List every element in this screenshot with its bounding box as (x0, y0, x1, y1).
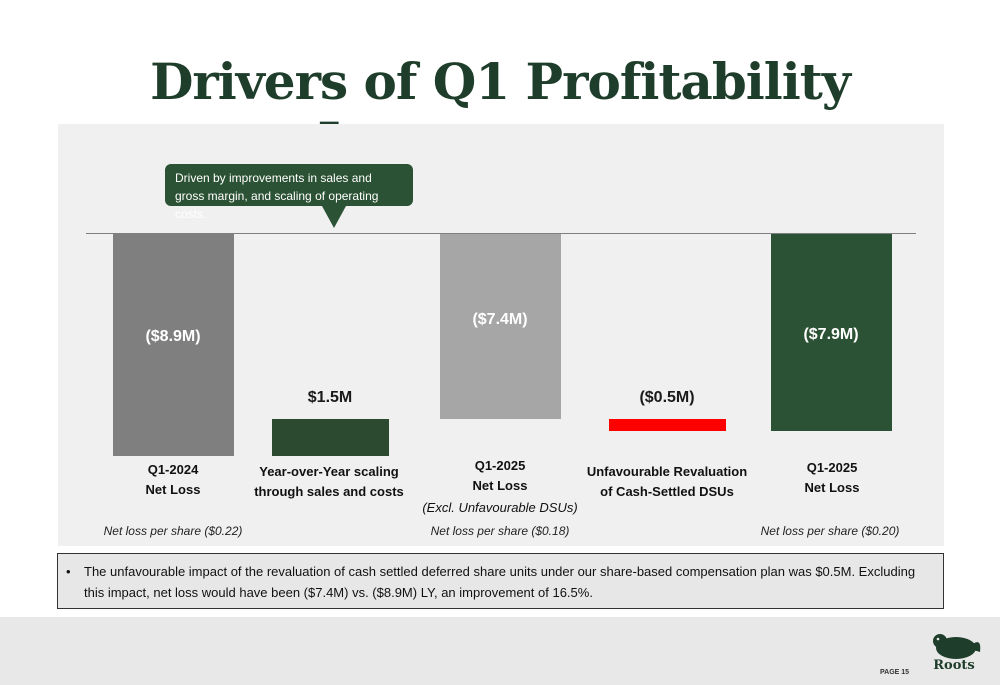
beaver-logo-icon (933, 634, 981, 659)
category-label: Q1-2025 Net Loss (Excl. Unfavourable DSUs… (422, 458, 578, 515)
page-number: PAGE 15 (880, 669, 910, 676)
bar-4 (608, 418, 726, 432)
bar-2 (271, 418, 389, 456)
eps-label: Net loss per share ($0.22) (103, 524, 243, 538)
bar-value-label: ($8.9M) (145, 328, 201, 346)
bar-value-label: ($7.4M) (472, 310, 528, 328)
category-label: Q1-2024 Net Loss (145, 462, 201, 497)
category-label: Year-over-Year scaling through sales and … (254, 464, 404, 499)
eps-label: Net loss per share ($0.20) (760, 524, 900, 538)
eps-label: Net loss per share ($0.18) (430, 524, 570, 538)
category-label: Unfavourable Revaluation of Cash-Settled … (586, 464, 748, 499)
roots-logo: Roots (926, 628, 982, 676)
bar-value-label: ($7.9M) (803, 326, 859, 344)
bar-value-label: $1.5M (307, 388, 353, 406)
callout-box: Driven by improvements in sales and gros… (165, 164, 413, 221)
bar-3 (439, 234, 561, 419)
category-label: Q1-2025 Net Loss (804, 460, 860, 495)
callout-pointer (322, 206, 346, 228)
bar-5 (770, 234, 892, 432)
bar-1 (112, 234, 234, 456)
logo-wordmark: Roots (933, 658, 975, 673)
footnote-text: The unfavourable impact of the revaluati… (84, 564, 916, 600)
waterfall-chart: Driven by improvements in sales and gros… (58, 124, 944, 546)
bar-value-label: ($0.5M) (639, 388, 695, 406)
footer-band (0, 617, 1000, 685)
footnote-box: • The unfavourable impact of the revalua… (57, 553, 944, 609)
bullet-icon: • (66, 564, 71, 579)
zero-baseline (86, 233, 916, 234)
